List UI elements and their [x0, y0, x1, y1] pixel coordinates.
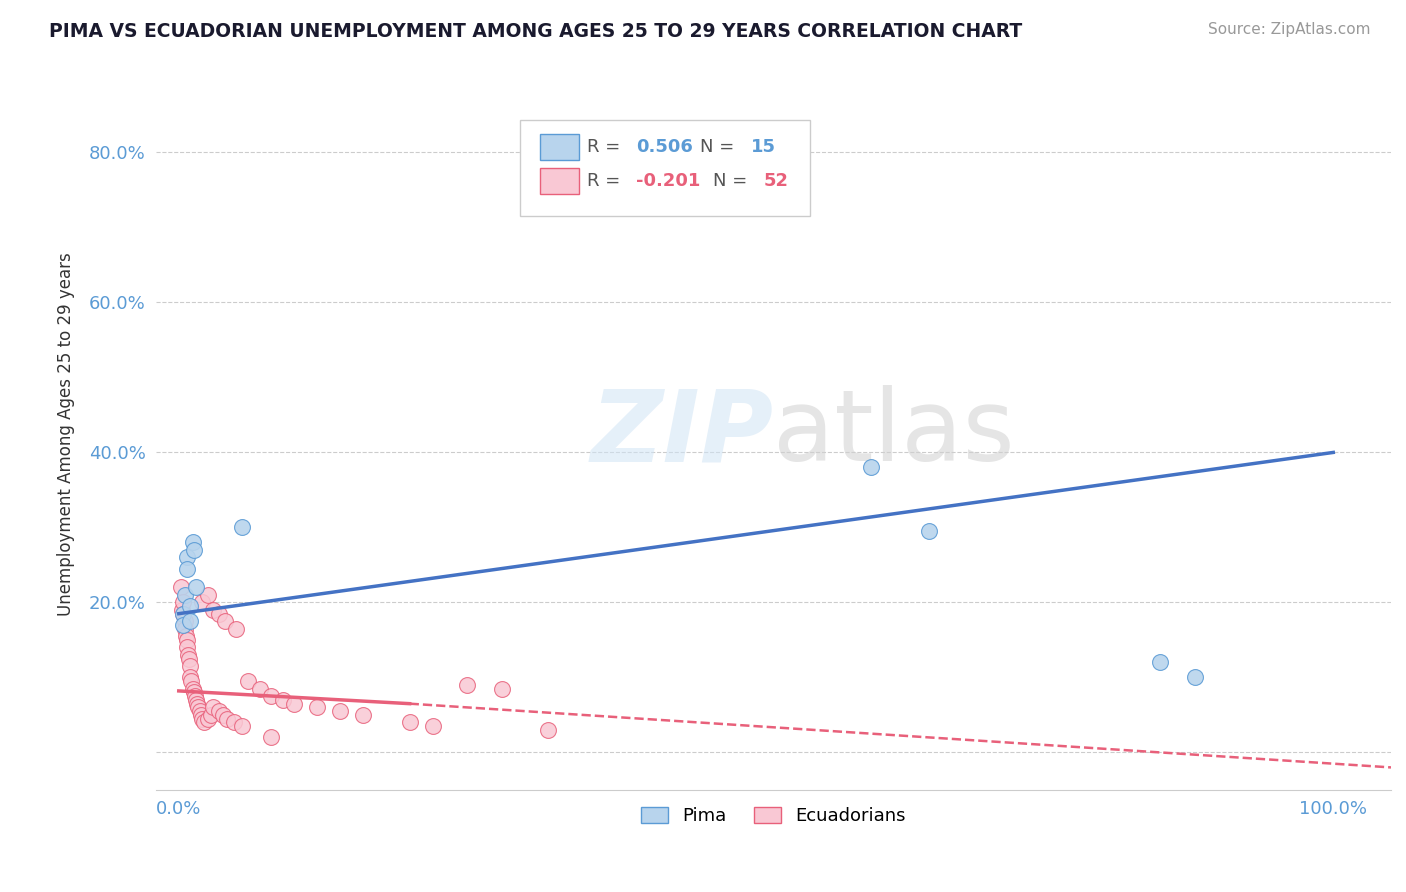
Point — [329, 704, 352, 718]
Point — [188, 704, 211, 718]
Point — [225, 622, 247, 636]
Point — [183, 543, 205, 558]
Point — [283, 697, 305, 711]
Point — [172, 607, 194, 621]
Point — [179, 614, 201, 628]
Point — [422, 719, 444, 733]
Point — [260, 731, 283, 745]
Point — [1149, 656, 1171, 670]
Point — [236, 674, 259, 689]
Point — [179, 651, 201, 665]
Text: 15: 15 — [751, 138, 776, 156]
Point — [197, 588, 219, 602]
Point — [231, 719, 253, 733]
Text: 52: 52 — [763, 172, 789, 190]
Point — [172, 607, 194, 621]
FancyBboxPatch shape — [540, 168, 579, 194]
Point — [181, 681, 204, 696]
Point — [172, 595, 194, 609]
Point — [214, 614, 236, 628]
Point — [179, 599, 201, 614]
Point — [176, 640, 198, 655]
Point — [179, 670, 201, 684]
Point — [200, 707, 222, 722]
Point — [208, 607, 231, 621]
Point — [307, 700, 329, 714]
Point — [491, 681, 513, 696]
Text: -0.201: -0.201 — [636, 172, 700, 190]
Point — [353, 707, 375, 722]
Point — [187, 700, 209, 714]
Point — [174, 629, 197, 643]
Point — [179, 659, 201, 673]
Point — [176, 632, 198, 647]
Point — [176, 550, 198, 565]
Point — [537, 723, 560, 737]
Y-axis label: Unemployment Among Ages 25 to 29 years: Unemployment Among Ages 25 to 29 years — [58, 252, 75, 615]
Point — [1184, 670, 1206, 684]
Text: Source: ZipAtlas.com: Source: ZipAtlas.com — [1208, 22, 1371, 37]
Point — [173, 588, 195, 602]
Point — [184, 689, 207, 703]
Point — [172, 603, 194, 617]
Point — [191, 712, 214, 726]
Point — [918, 524, 941, 538]
Text: N =: N = — [713, 172, 752, 190]
Point — [860, 460, 883, 475]
Point — [170, 581, 193, 595]
Point — [224, 715, 246, 730]
Point — [202, 603, 225, 617]
Point — [190, 707, 212, 722]
Point — [398, 715, 420, 730]
Text: ZIP: ZIP — [591, 385, 773, 483]
Point — [181, 535, 204, 549]
Point — [193, 715, 215, 730]
Text: PIMA VS ECUADORIAN UNEMPLOYMENT AMONG AGES 25 TO 29 YEARS CORRELATION CHART: PIMA VS ECUADORIAN UNEMPLOYMENT AMONG AG… — [49, 22, 1022, 41]
Point — [172, 618, 194, 632]
Point — [184, 693, 207, 707]
Point — [191, 595, 214, 609]
Point — [456, 678, 478, 692]
Point — [186, 697, 208, 711]
Point — [208, 704, 231, 718]
Point — [183, 685, 205, 699]
Point — [271, 693, 294, 707]
Point — [211, 707, 233, 722]
Text: atlas: atlas — [773, 385, 1015, 483]
Point — [231, 520, 253, 534]
Point — [176, 562, 198, 576]
Point — [184, 581, 207, 595]
FancyBboxPatch shape — [520, 120, 810, 217]
Point — [260, 689, 283, 703]
Point — [249, 681, 271, 696]
Point — [173, 622, 195, 636]
Legend: Pima, Ecuadorians: Pima, Ecuadorians — [631, 798, 915, 834]
Text: N =: N = — [700, 138, 741, 156]
Text: R =: R = — [586, 172, 626, 190]
Point — [177, 648, 200, 662]
Point — [173, 614, 195, 628]
Point — [180, 674, 202, 689]
Point — [217, 712, 239, 726]
Text: 0.506: 0.506 — [636, 138, 693, 156]
FancyBboxPatch shape — [540, 135, 579, 160]
Point — [197, 712, 219, 726]
Point — [202, 700, 225, 714]
Text: R =: R = — [586, 138, 626, 156]
